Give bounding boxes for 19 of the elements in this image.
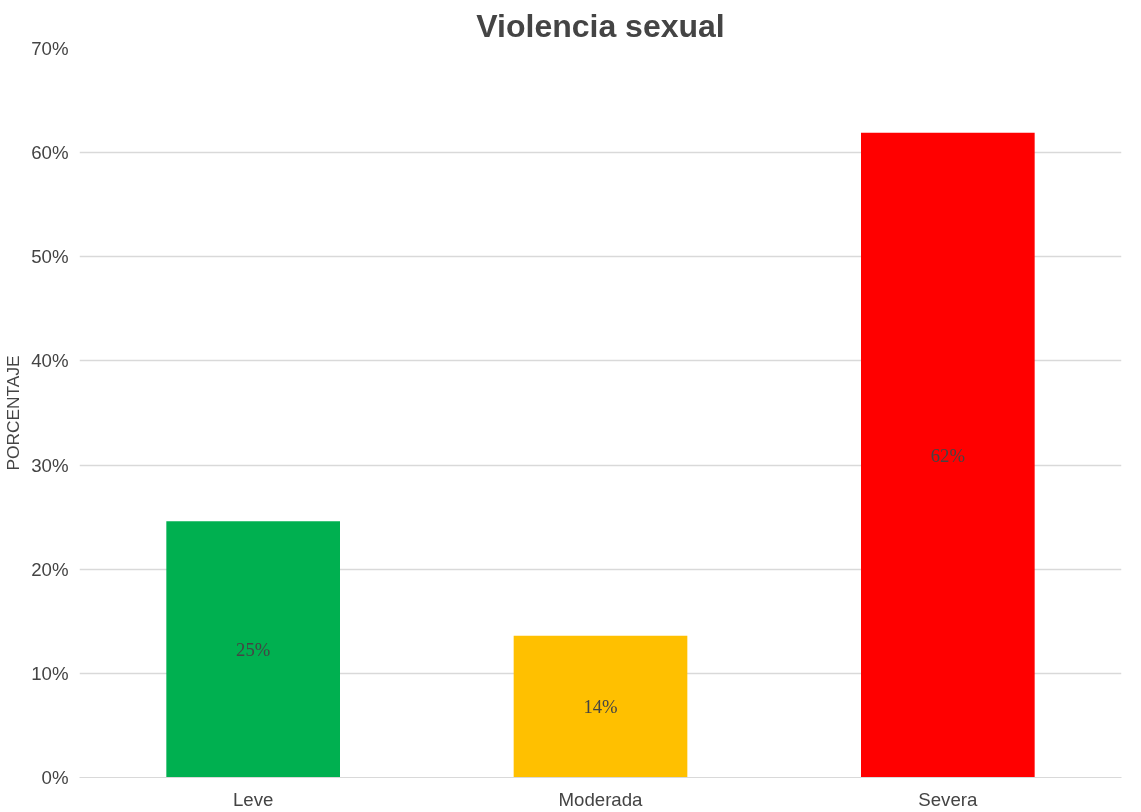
y-tick-label: 70%: [31, 38, 69, 59]
y-tick-label: 60%: [31, 142, 69, 164]
y-tick-label: 50%: [31, 246, 69, 268]
data-label: 14%: [583, 696, 618, 718]
y-tick-label: 20%: [31, 558, 69, 580]
bar: [861, 132, 1035, 778]
y-tick-label: 40%: [31, 350, 69, 372]
y-tick-label: 30%: [31, 454, 69, 476]
data-label: 25%: [236, 638, 271, 660]
x-tick-label: Moderada: [558, 788, 644, 810]
chart-title: Violencia sexual: [476, 7, 725, 44]
x-tick-label: Severa: [918, 788, 979, 810]
y-tick-label: 10%: [31, 662, 69, 684]
bar: [166, 521, 340, 778]
y-tick-label: 0%: [41, 767, 69, 788]
data-label: 62%: [930, 444, 965, 466]
y-axis-title: PORCENTAJE: [3, 355, 24, 471]
x-tick-label: Leve: [232, 788, 274, 810]
bar: [513, 635, 688, 778]
